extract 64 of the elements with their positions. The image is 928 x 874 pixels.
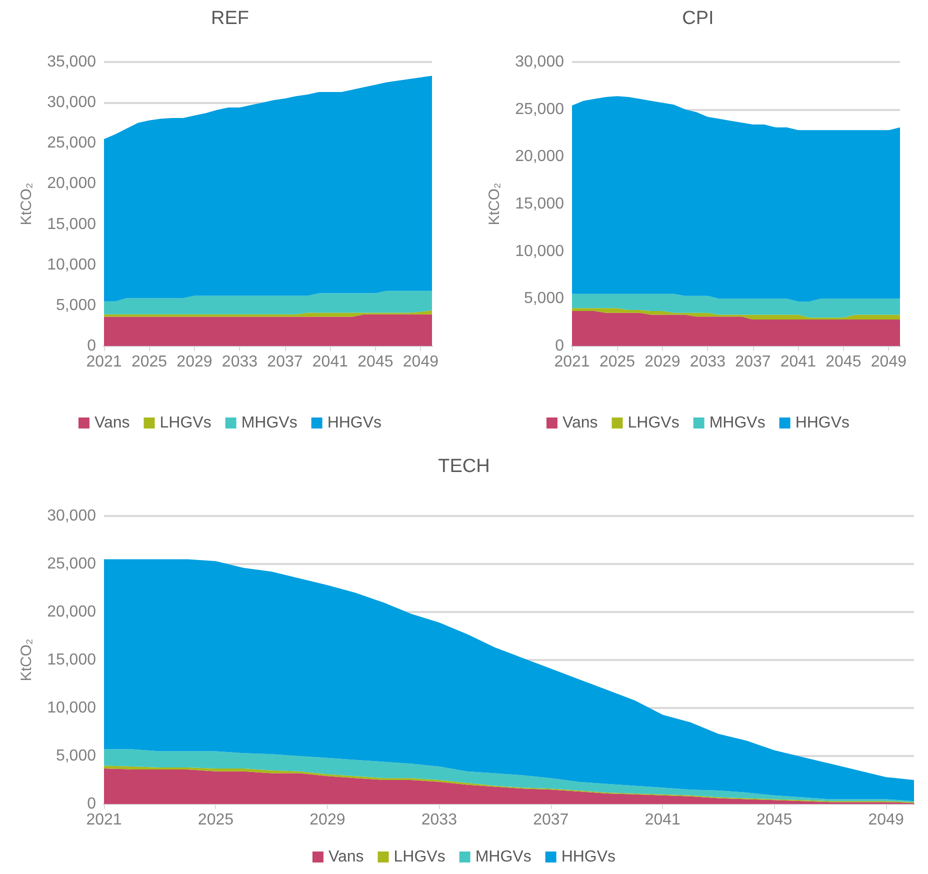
- chart-title: REF: [211, 8, 249, 29]
- x-tick-label: 2021: [554, 354, 590, 370]
- y-axis-title: KtCO₂: [486, 182, 503, 226]
- x-tick-label: 2033: [690, 354, 726, 370]
- y-tick-label: 0: [87, 796, 96, 812]
- y-tick-label: 30,000: [47, 508, 96, 524]
- legend-label: HHGVs: [327, 414, 382, 432]
- y-tick-label: 5,000: [56, 748, 96, 764]
- legend-label: LHGVs: [628, 414, 680, 432]
- x-tick-label: 2037: [267, 354, 303, 370]
- y-tick-label: 0: [87, 338, 96, 354]
- y-tick-label: 30,000: [515, 54, 564, 70]
- x-tick-label: 2049: [402, 354, 439, 370]
- y-tick-label: 15,000: [47, 216, 96, 233]
- x-tick-label: 2021: [86, 354, 122, 370]
- legend-label: Vans: [94, 414, 130, 432]
- x-tick-label: 2045: [826, 354, 862, 370]
- legend-label: HHGVs: [795, 414, 850, 432]
- legend-label: Vans: [562, 414, 598, 432]
- x-tick-label: 2029: [176, 354, 212, 370]
- legend-label: LHGVs: [394, 848, 446, 866]
- legend-label: LHGVs: [160, 414, 212, 432]
- x-tick-label: 2025: [198, 812, 234, 828]
- x-tick-label: 2041: [780, 354, 816, 370]
- x-tick-label: 2045: [756, 812, 792, 828]
- x-tick-label: 2033: [421, 812, 458, 828]
- y-tick-label: 25,000: [515, 100, 564, 118]
- y-tick-label: 10,000: [47, 700, 96, 716]
- x-tick-label: 2021: [86, 812, 122, 828]
- y-tick-label: 20,000: [515, 148, 564, 166]
- chart-title: CPI: [682, 8, 714, 29]
- y-axis-title: KtCO₂: [18, 182, 35, 226]
- x-tick-label: 2049: [870, 354, 907, 370]
- y-tick-label: 15,000: [515, 196, 564, 212]
- y-tick-label: 25,000: [47, 556, 96, 572]
- y-tick-label: 5,000: [56, 296, 96, 314]
- y-tick-label: 25,000: [47, 134, 96, 152]
- x-tick-label: 2045: [358, 354, 394, 370]
- x-tick-label: 2037: [533, 812, 569, 828]
- y-tick-label: 35,000: [47, 54, 96, 70]
- x-tick-label: 2041: [312, 354, 348, 370]
- x-tick-label: 2025: [599, 354, 636, 370]
- legend-label: Vans: [328, 848, 364, 866]
- x-tick-label: 2041: [644, 812, 681, 828]
- y-tick-label: 10,000: [47, 256, 96, 274]
- legend-label: MHGVs: [709, 414, 766, 432]
- x-tick-label: 2025: [131, 354, 168, 370]
- y-tick-label: 0: [555, 338, 564, 354]
- chart-title: TECH: [438, 456, 490, 477]
- y-tick-label: 20,000: [47, 175, 96, 192]
- x-tick-label: 2037: [735, 354, 771, 370]
- x-tick-label: 2049: [868, 812, 904, 828]
- y-tick-label: 30,000: [47, 94, 96, 112]
- y-tick-label: 5,000: [524, 290, 564, 308]
- legend-label: HHGVs: [561, 848, 616, 866]
- legend-label: MHGVs: [241, 414, 298, 432]
- y-tick-label: 15,000: [47, 652, 96, 668]
- x-tick-label: 2029: [310, 812, 346, 828]
- x-tick-label: 2033: [222, 354, 258, 370]
- legend-label: MHGVs: [475, 848, 532, 866]
- y-tick-label: 10,000: [515, 242, 564, 260]
- x-tick-label: 2029: [644, 354, 680, 370]
- y-tick-label: 20,000: [47, 604, 96, 620]
- y-axis-title: KtCO₂: [18, 638, 35, 682]
